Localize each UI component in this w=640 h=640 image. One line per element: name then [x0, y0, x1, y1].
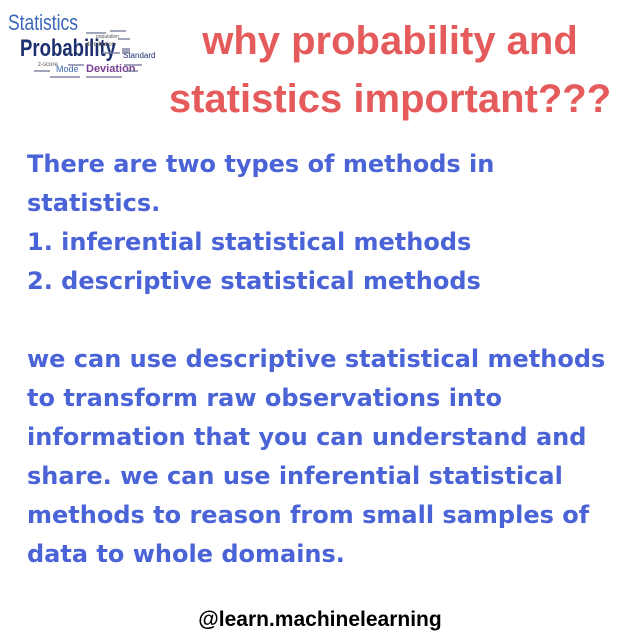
- logo-word-probability: Probability: [20, 35, 116, 62]
- body-line: we can use descriptive statistical metho…: [27, 345, 606, 373]
- logo-word-mode: Mode: [56, 64, 79, 74]
- logo-word-distribution: distribution: [86, 42, 115, 48]
- statistics-word-cloud-logo: Statistics Probability Standard Deviatio…: [8, 10, 155, 78]
- logo-word-standard: Standard: [123, 51, 155, 60]
- paragraph-gap: [27, 301, 627, 340]
- body-line: share. we can use inferential statistica…: [27, 462, 563, 490]
- body-line: information that you can understand and: [27, 423, 587, 451]
- body-line: 1. inferential statistical methods: [27, 228, 472, 256]
- page-title: why probability and statistics important…: [150, 12, 630, 128]
- logo-word-zscore: z-score: [38, 62, 58, 68]
- logo-word-statistics: Statistics: [8, 10, 78, 35]
- body-line: to transform raw observations into: [27, 384, 502, 412]
- footer-handle: @learn.machinelearning: [198, 608, 442, 631]
- title-line-2: statistics important???: [168, 77, 612, 121]
- logo-word-deviation: Deviation: [86, 63, 136, 75]
- body-line: There are two types of methods in: [27, 150, 495, 178]
- body-line: data to whole domains.: [27, 540, 345, 568]
- logo-word-population: population: [96, 34, 119, 40]
- body-line: methods to reason from small samples of: [27, 501, 590, 529]
- logo-word-cloud-fill: [34, 30, 142, 78]
- body-line: statistics.: [27, 189, 161, 217]
- title-line-1: why probability and: [202, 19, 578, 63]
- body-text: There are two types of methods in statis…: [27, 145, 627, 574]
- body-line: 2. descriptive statistical methods: [27, 267, 481, 295]
